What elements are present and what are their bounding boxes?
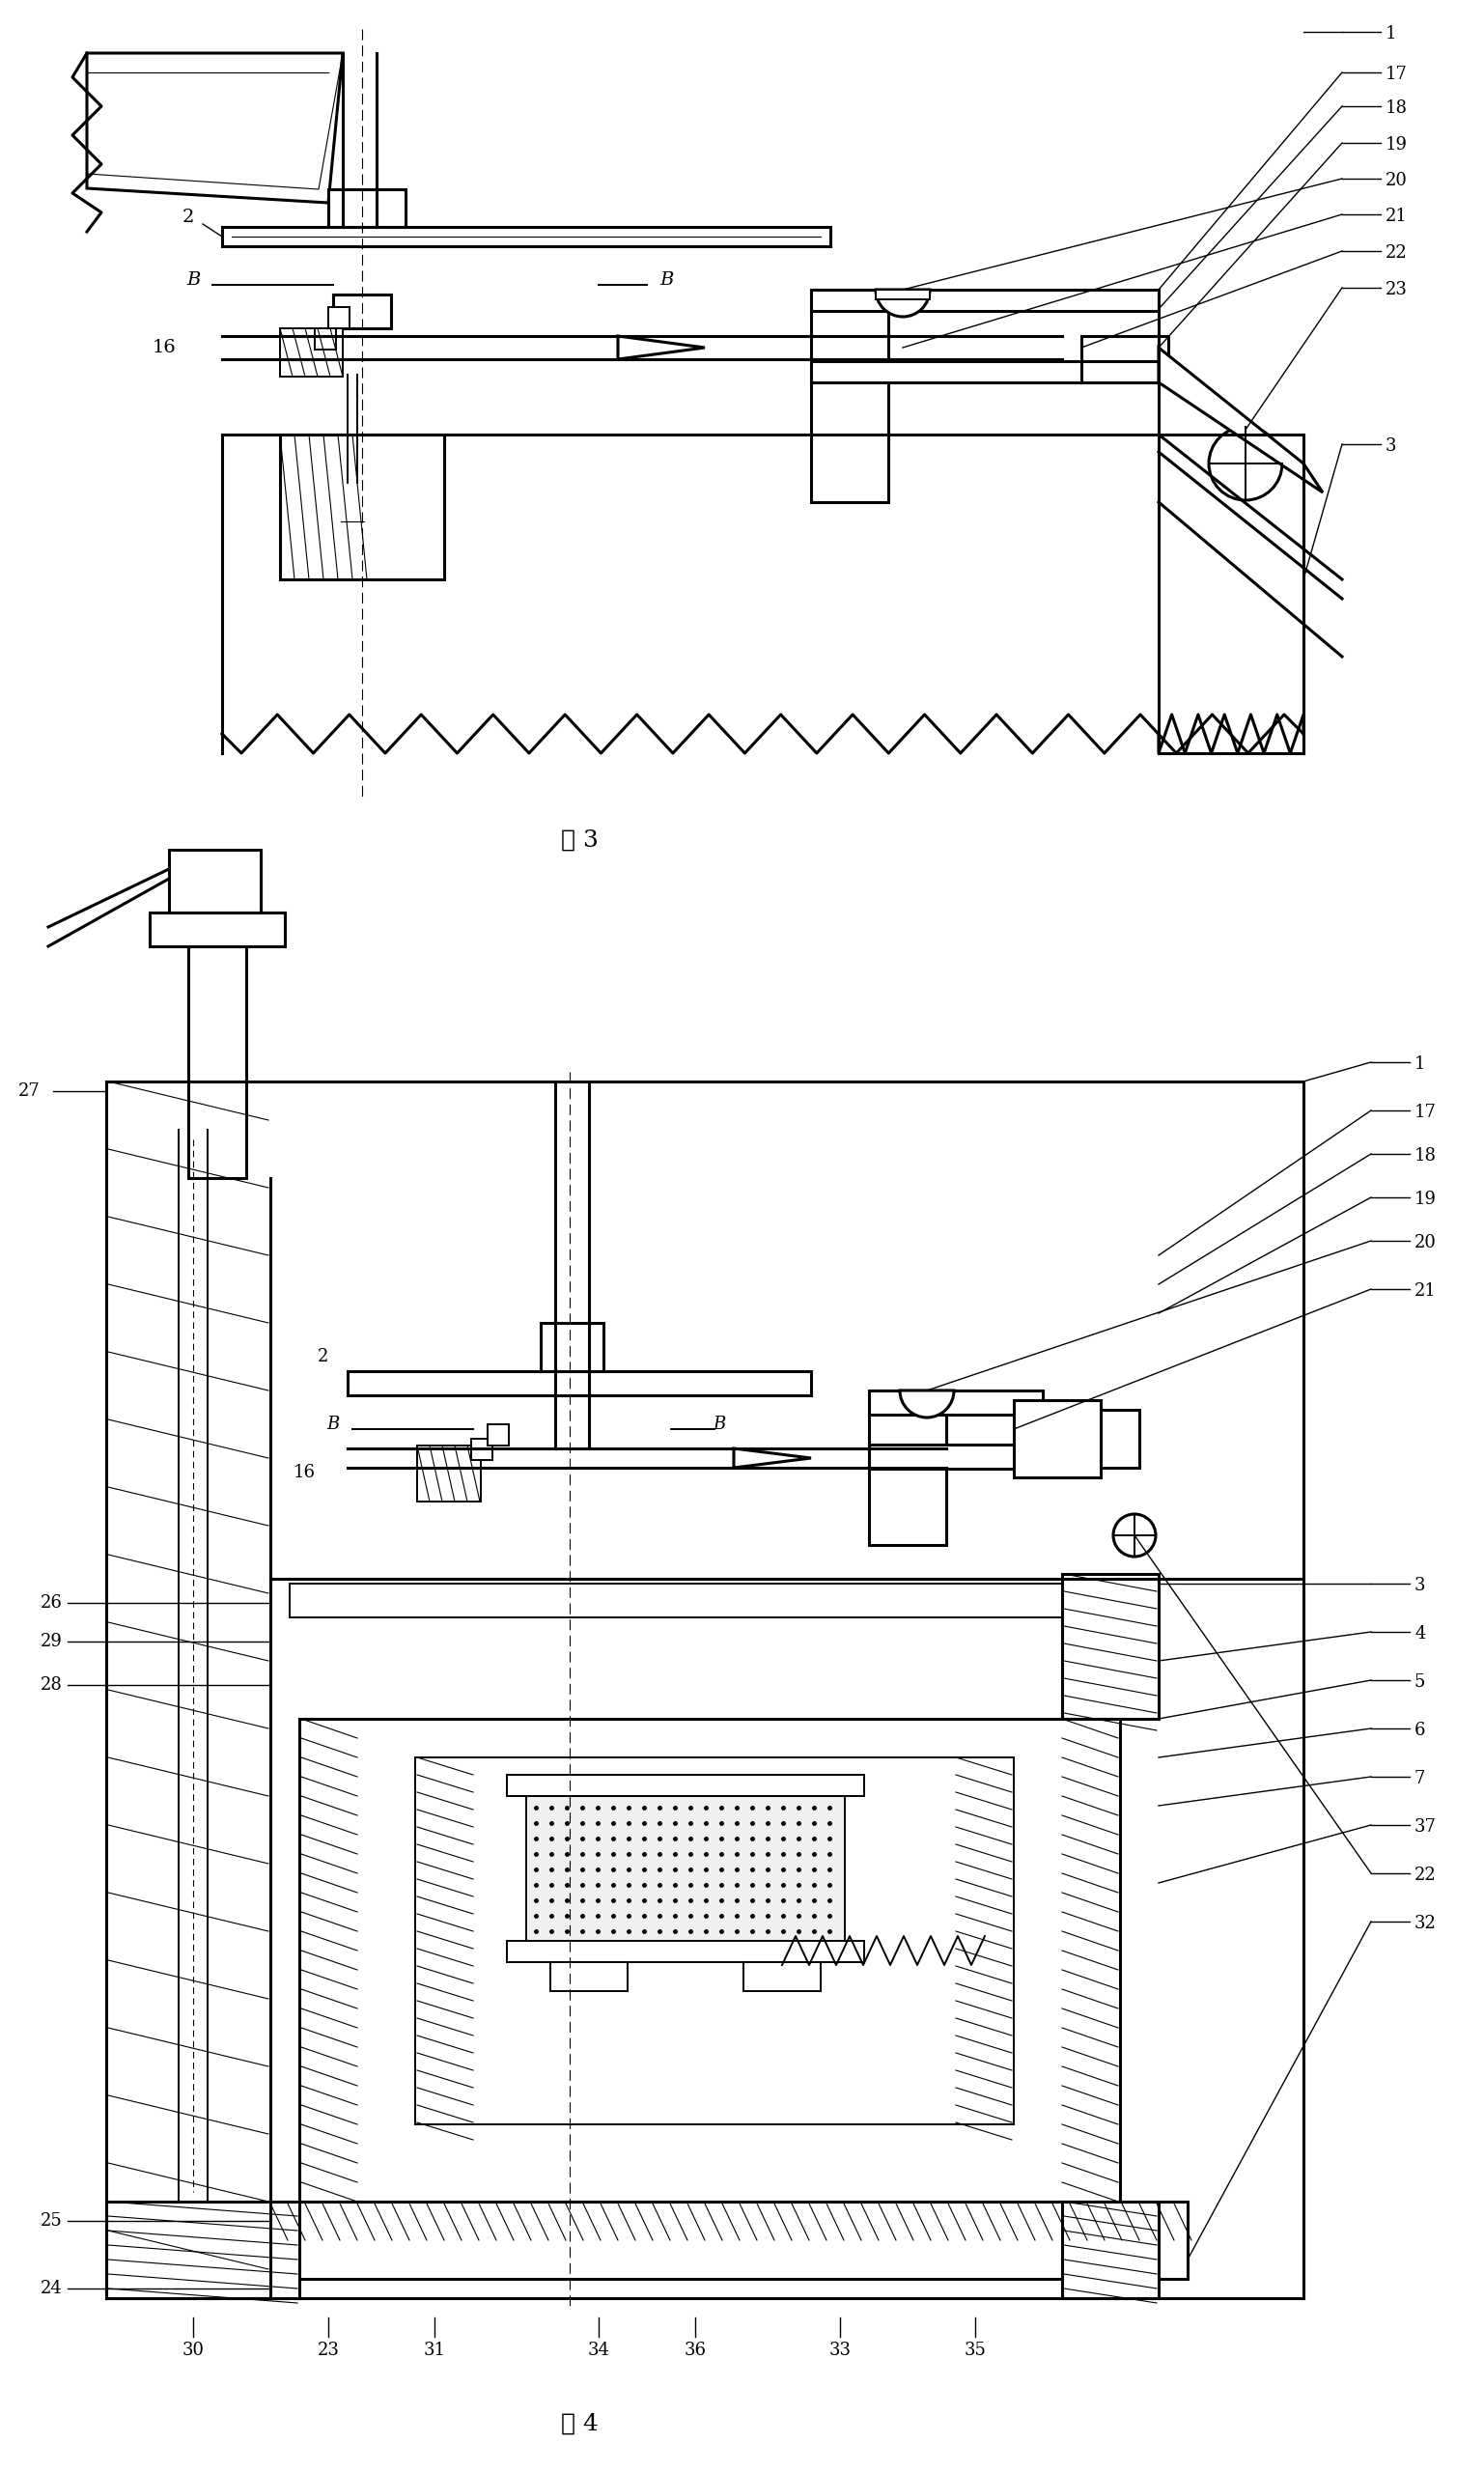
Text: 22: 22 [1386,245,1407,262]
Bar [870,1391,947,1544]
Circle shape [319,487,386,556]
Text: 1: 1 [1386,25,1396,42]
Bar [472,1438,493,1460]
Bar [540,1322,604,1371]
Text: 35: 35 [965,2343,987,2360]
Text: 28: 28 [40,1675,62,1693]
Text: 4: 4 [1414,1626,1426,1643]
Text: 17: 17 [1386,67,1408,84]
Text: 19: 19 [1414,1191,1437,1208]
Circle shape [341,509,364,534]
Bar [1063,1574,1159,1720]
Bar [332,294,392,329]
Text: B: B [186,272,200,289]
Polygon shape [617,336,705,358]
Text: 24: 24 [40,2281,62,2298]
Polygon shape [1159,348,1322,492]
Text: 36: 36 [684,2343,706,2360]
Bar [417,1446,481,1502]
Text: 37: 37 [1414,1819,1437,1836]
Bar [280,329,343,376]
Bar [107,2202,300,2298]
Text: 30: 30 [183,2343,205,2360]
Bar [280,435,444,578]
Circle shape [1113,1515,1156,1557]
Circle shape [1209,427,1282,499]
Text: 27: 27 [18,1082,40,1100]
Bar [223,227,831,247]
Text: 6: 6 [1414,1722,1426,1740]
Text: B: B [326,1416,340,1433]
Text: 20: 20 [1386,173,1408,190]
Text: B: B [712,1416,726,1433]
Bar [876,289,930,299]
Bar [416,1757,1014,2125]
Text: 21: 21 [1386,208,1408,225]
Text: 3: 3 [1386,437,1396,455]
Text: 29: 29 [40,1633,62,1651]
Bar [488,1423,509,1446]
Text: 25: 25 [40,2212,62,2229]
Bar [188,946,246,1179]
Bar [1014,1401,1101,1478]
Text: 31: 31 [423,2343,445,2360]
Text: 2: 2 [183,208,194,225]
Polygon shape [733,1448,812,1468]
Text: 17: 17 [1414,1105,1437,1122]
Text: 20: 20 [1414,1233,1437,1250]
Bar [289,1584,1063,1619]
Bar [347,1371,812,1396]
Bar [870,1391,1043,1413]
Text: 3: 3 [1414,1576,1426,1594]
Bar [743,1962,821,1992]
Text: 23: 23 [1386,282,1408,299]
Bar [1082,336,1168,361]
Text: 图 4: 图 4 [561,2412,598,2434]
Bar [812,289,889,502]
Text: 7: 7 [1414,1769,1426,1787]
Bar [812,361,1159,383]
Text: 22: 22 [1414,1866,1437,1883]
Text: 21: 21 [1414,1282,1437,1300]
Bar [1101,1411,1140,1468]
Bar [328,190,405,227]
Text: 2: 2 [318,1349,329,1366]
Text: 图 3: 图 3 [561,828,598,850]
Bar [1082,361,1168,383]
Text: 32: 32 [1414,1915,1437,1932]
Bar [300,1720,1120,2202]
Bar [1063,2202,1159,2298]
Bar [169,850,261,912]
Bar [315,329,335,348]
Wedge shape [899,1391,954,1418]
Bar [508,1774,864,1796]
Bar [527,1796,844,1940]
Polygon shape [347,477,358,502]
Polygon shape [88,52,343,203]
Text: 16: 16 [153,339,177,356]
Text: 34: 34 [588,2343,610,2360]
Text: 19: 19 [1386,136,1408,153]
Text: 26: 26 [40,1594,62,1611]
Text: 18: 18 [1414,1147,1437,1164]
Bar [270,2202,1187,2278]
Bar [812,289,1159,311]
Bar [551,1962,628,1992]
Text: B: B [659,272,674,289]
Text: 5: 5 [1414,1673,1426,1690]
Text: 23: 23 [318,2343,340,2360]
Bar [870,1446,1043,1468]
Bar [328,306,350,329]
Bar [150,912,285,946]
Text: 18: 18 [1386,99,1408,116]
Wedge shape [876,289,930,316]
Text: 1: 1 [1414,1055,1426,1072]
Text: 16: 16 [292,1463,315,1480]
Bar [508,1940,864,1962]
Text: 33: 33 [830,2343,852,2360]
